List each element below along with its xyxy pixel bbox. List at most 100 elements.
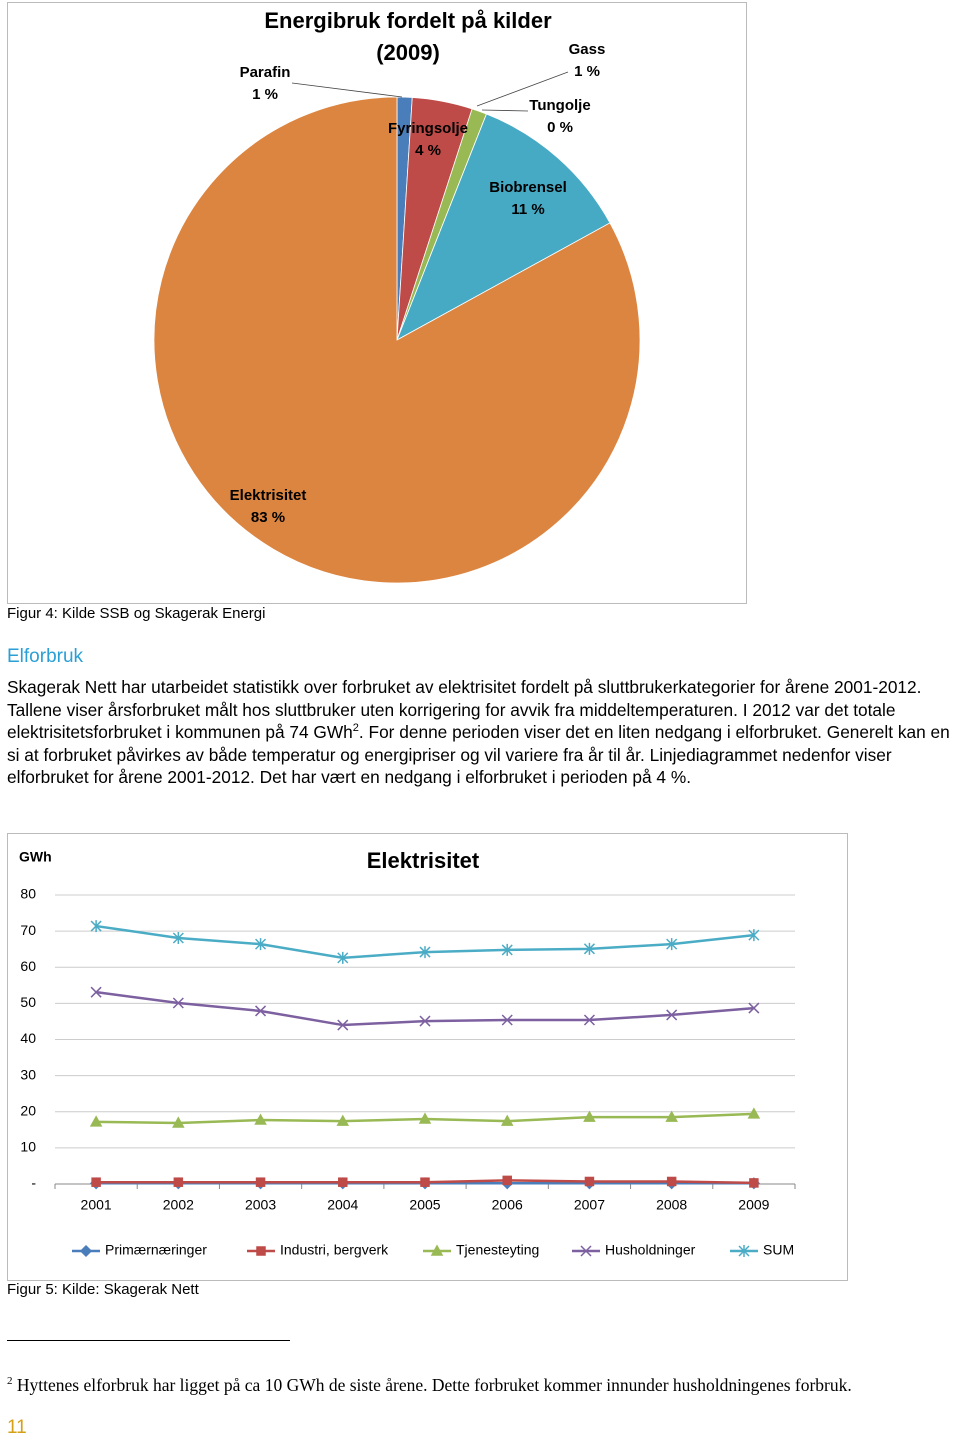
slice-value-label: 83 % [251,509,285,526]
leader-line [476,71,569,107]
slice-value-label: 0 % [547,119,573,136]
point [172,931,184,944]
section-heading: Elforbruk [7,646,84,667]
y-axis-label: GWh [19,849,52,865]
point [418,1112,432,1124]
slice-value-label: 1 % [252,86,278,103]
figure-caption: Figur 5: Kilde: Skagerak Nett [7,1281,199,1298]
slice-value-label: 1 % [574,63,600,80]
point [79,1244,93,1258]
point [172,997,184,1009]
point [430,1244,444,1256]
slice-label: Tungolje [529,97,590,114]
y-tick-label: 10 [20,1139,36,1155]
legend-label: Husholdninger [605,1242,696,1258]
paragraph-text: . For denne perioden viser det en liten … [7,722,950,787]
footnote-rule [7,1340,290,1341]
point [748,929,760,942]
x-tick-label: 2009 [738,1197,769,1213]
slice-label: Elektrisitet [230,487,307,504]
x-tick-label: 2004 [327,1197,358,1213]
point [583,942,595,955]
x-tick-label: 2006 [492,1197,523,1213]
point [338,1177,348,1187]
point [666,1009,678,1021]
x-tick-label: 2007 [574,1197,605,1213]
point [337,951,349,964]
point [580,1245,592,1257]
point [747,1107,761,1119]
point [337,1019,349,1031]
y-tick-label: 70 [20,922,36,938]
y-tick-label: 50 [20,994,36,1010]
line-chart: Elektrisitet GWh - 10 20 30 40 50 60 70 80 2001 20… [7,833,848,1281]
slice-label: Biobrensel [489,179,567,196]
legend-label: Primærnæringer [105,1242,207,1258]
x-tick-label: 2002 [163,1197,194,1213]
chart-title: Energibruk fordelt på kilder [264,8,552,33]
chart-title: Elektrisitet [367,848,480,873]
point [665,1110,678,1122]
leader-line [481,109,529,112]
point [255,1177,266,1187]
pie-chart: Energibruk fordelt på kilder (2009) Para… [7,2,747,604]
point [255,938,267,951]
point [90,986,102,998]
y-tick-label: - [31,1175,36,1191]
pie-slice [396,113,611,341]
point [256,1246,266,1256]
footnote-marker: 2 [7,1375,13,1387]
point [749,1178,759,1188]
y-tick-label: 30 [20,1066,36,1082]
x-tick-label: 2005 [409,1197,440,1213]
point [748,1002,760,1014]
point [502,1175,512,1186]
point [501,943,513,956]
point [419,946,431,959]
footnote-ref: 2 [352,722,359,735]
point [254,1113,267,1125]
y-tick-label: 80 [20,886,36,902]
figure-caption: Figur 4: Kilde SSB og Skagerak Energi [7,605,266,622]
slice-value-label: 4 % [415,142,441,159]
y-tick-label: 40 [20,1030,36,1046]
footnote: 2 Hyttenes elforbruk har ligget på ca 10… [7,1370,907,1396]
point [90,920,102,933]
slice-label: Fyringsolje [388,120,468,137]
point [666,938,678,951]
paragraph: Skagerak Nett har utarbeidet statistikk … [7,676,952,789]
x-tick-label: 2001 [81,1197,112,1213]
point [172,1116,185,1128]
footnote-text: Hyttenes elforbruk har ligget på ca 10 G… [16,1374,852,1395]
point [584,1176,595,1187]
point [738,1245,750,1257]
point [666,1176,677,1187]
point [500,1114,514,1126]
leader-lines [291,71,569,112]
point [173,1177,184,1187]
pie-slice [153,96,641,584]
point [501,1014,513,1026]
slice-label: Gass [569,41,606,58]
legend-label: Tjenesteyting [456,1242,539,1258]
point [91,1177,101,1187]
page-number: 11 [7,1417,27,1438]
x-tick-label: 2003 [245,1197,276,1213]
point [255,1005,267,1017]
y-tick-label: 60 [20,958,36,974]
point [419,1015,431,1027]
point [420,1177,430,1187]
paragraph-text: Skagerak Nett har utarbeidet statistikk … [7,677,922,742]
slice-value-label: 11 % [511,201,544,218]
chart-subtitle: (2009) [376,40,440,65]
chart-frame [7,833,848,1281]
legend-label: Industri, bergverk [280,1242,389,1258]
x-tick-label: 2008 [656,1197,687,1213]
leader-line [291,82,403,98]
legend-label: SUM [763,1242,794,1258]
point [89,1115,103,1127]
point [583,1014,595,1026]
y-tick-label: 20 [20,1102,36,1118]
point [583,1110,596,1122]
